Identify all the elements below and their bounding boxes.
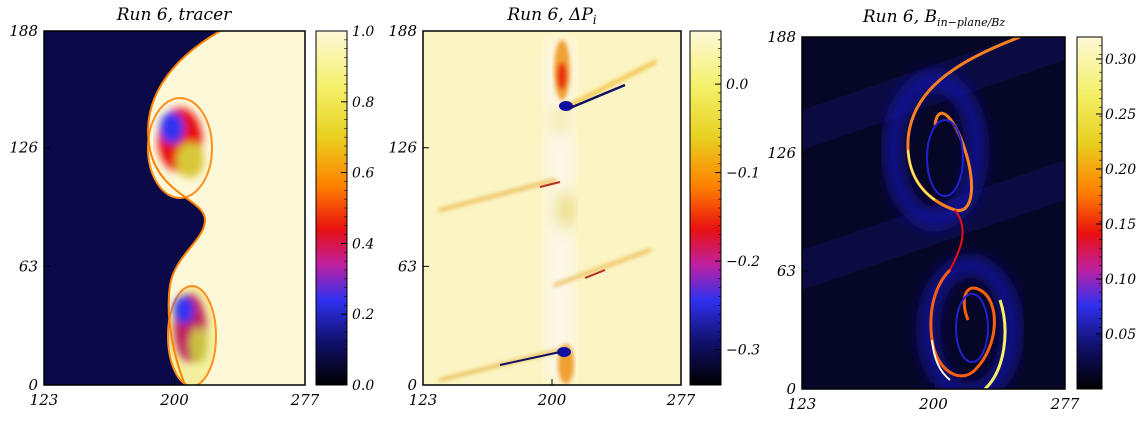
colorbar-tick-label: 0.2 (352, 307, 374, 323)
delta-pi-axes: 123 200 277 0 63 126 188 (388, 22, 695, 409)
colorbar-tick-label: 0.10 (1105, 272, 1136, 288)
b-inplane-title-main: Run 6, B (862, 7, 937, 27)
colorbar-tick-label: −0.3 (726, 343, 760, 359)
x-tick-label: 277 (1050, 395, 1080, 413)
x-tick-label: 123 (30, 391, 59, 409)
y-tick-label: 0 (407, 376, 417, 394)
tracer-colorbar-ticks: 0.0 0.2 0.4 0.6 0.8 1.0 (341, 24, 374, 394)
colorbar-tick-label: 0.30 (1105, 52, 1136, 68)
colorbar-tick-label: −0.2 (726, 254, 760, 270)
colorbar-tick-label: 0.6 (352, 166, 374, 182)
y-tick-label: 63 (777, 262, 796, 280)
y-tick-label: 63 (19, 257, 38, 275)
delta-pi-colorbar (689, 30, 722, 386)
delta-pi-title-main: Run 6, ΔP (506, 5, 593, 25)
panel-b-inplane: Run 6, Bin−plane/Bz 123 200 277 0 63 126 188 0… (767, 7, 1136, 413)
colorbar-tick-label: 0.20 (1105, 162, 1136, 178)
b-inplane-colorbar (1076, 36, 1103, 390)
x-tick-label: 277 (666, 391, 696, 409)
colorbar-tick-label: 0.25 (1105, 107, 1136, 123)
tracer-axes: 123 200 277 0 63 126 188 (9, 22, 319, 409)
delta-pi-field (423, 31, 681, 385)
y-tick-label: 188 (388, 22, 417, 40)
colorbar-tick-label: 0.8 (352, 95, 374, 111)
colorbar-tick-label: −0.1 (726, 166, 760, 182)
delta-pi-title: Run 6, ΔPi (506, 5, 596, 27)
tracer-title: Run 6, tracer (116, 5, 232, 25)
x-tick-label: 277 (290, 391, 320, 409)
b-inplane-title-sub: in−plane/Bz (937, 16, 1005, 29)
colorbar-tick-label: 0.15 (1105, 217, 1136, 233)
colorbar-tick-label: 0.4 (352, 236, 374, 252)
x-tick-label: 200 (918, 395, 948, 413)
y-tick-label: 188 (9, 22, 38, 40)
b-inplane-colorbar-ticks: 0.05 0.10 0.15 0.20 0.25 0.30 (1096, 45, 1136, 381)
y-tick-label: 126 (9, 139, 38, 157)
tracer-field (44, 31, 305, 385)
y-tick-label: 0 (786, 380, 796, 398)
y-tick-label: 126 (767, 144, 796, 162)
b-inplane-title: Run 6, Bin−plane/Bz (862, 7, 1006, 29)
b-inplane-axes: 123 200 277 0 63 126 188 (767, 28, 1079, 413)
x-tick-label: 200 (159, 391, 189, 409)
y-tick-label: 0 (28, 376, 38, 394)
y-tick-label: 126 (388, 139, 417, 157)
delta-pi-title-sub: i (593, 13, 597, 27)
x-tick-label: 123 (788, 395, 817, 413)
colorbar-tick-label: 1.0 (352, 24, 374, 40)
tracer-colorbar (315, 30, 348, 386)
colorbar-tick-label: 0.05 (1105, 327, 1136, 343)
y-tick-label: 63 (398, 257, 417, 275)
y-tick-label: 188 (767, 28, 796, 46)
colorbar-tick-label: 0.0 (352, 378, 374, 394)
x-tick-label: 200 (537, 391, 567, 409)
colorbar-tick-label: 0.0 (726, 77, 748, 93)
x-tick-label: 123 (409, 391, 438, 409)
delta-pi-colorbar-ticks: −0.3 −0.2 −0.1 0.0 (715, 39, 760, 377)
b-inplane-field (802, 37, 1065, 389)
